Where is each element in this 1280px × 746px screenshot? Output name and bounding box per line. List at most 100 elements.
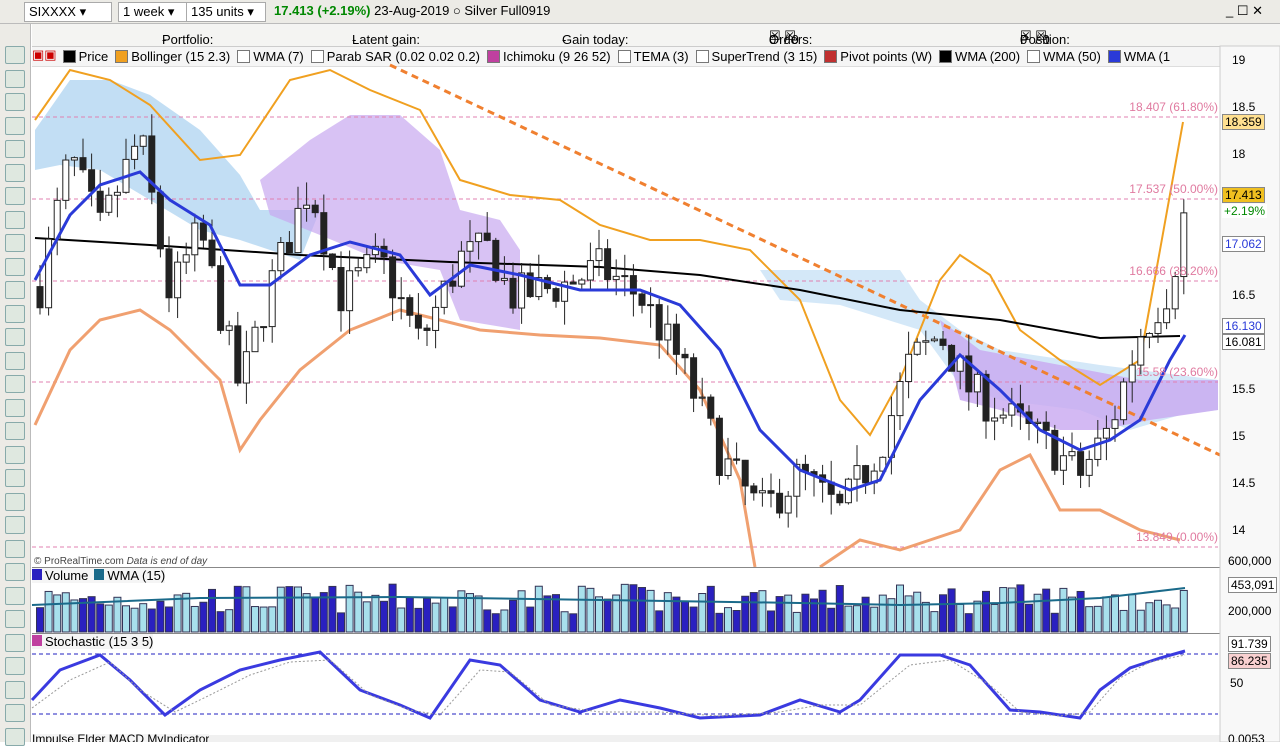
units-box[interactable]: 135 units ▾	[186, 2, 266, 22]
legend-item[interactable]: WMA (200)	[939, 47, 1020, 66]
tool-icon[interactable]	[5, 469, 25, 487]
candle-body	[552, 288, 560, 302]
tool-icon[interactable]	[5, 657, 25, 675]
volume-bar	[715, 612, 724, 633]
volume-bar	[259, 606, 268, 633]
tool-icon[interactable]	[5, 116, 25, 135]
legend-item[interactable]: Pivot points (W)	[824, 47, 932, 66]
volume-bar	[844, 605, 853, 633]
legend-text: TEMA (3)	[633, 49, 689, 64]
window-buttons[interactable]: _ ☐ ✕	[1226, 3, 1264, 18]
tool-icon[interactable]	[5, 351, 25, 370]
legend-swatch	[695, 50, 709, 63]
legend-text: WMA (1	[1123, 49, 1171, 64]
tool-icon[interactable]	[5, 539, 25, 558]
tool-icon[interactable]	[5, 328, 25, 346]
price-tag: 17.413	[1222, 187, 1265, 203]
candle-body	[561, 281, 569, 302]
volume-bar	[483, 609, 492, 633]
tool-icon[interactable]	[5, 516, 25, 534]
tool-icon[interactable]	[5, 281, 25, 299]
tool-icon[interactable]	[5, 586, 25, 605]
period: 1 week	[123, 4, 165, 19]
legend-item[interactable]: TEMA (3)	[617, 47, 689, 66]
candle-body	[965, 355, 973, 393]
candle-body	[724, 458, 732, 476]
tool-icon[interactable]	[5, 304, 25, 323]
tool-icon[interactable]	[5, 46, 25, 64]
volume-bar	[603, 598, 612, 633]
tool-icon[interactable]	[5, 422, 25, 440]
legend-swatch	[115, 50, 129, 63]
legend-item[interactable]: WMA (50)	[1027, 47, 1101, 66]
tool-icon[interactable]	[5, 69, 25, 88]
tool-icon[interactable]	[5, 210, 25, 229]
candle-body	[629, 275, 637, 295]
tool-icon[interactable]	[5, 633, 25, 652]
legend-swatch	[62, 50, 76, 63]
legend-item[interactable]: Bollinger (15 2.3)	[115, 47, 230, 66]
candle-body	[406, 297, 414, 316]
volume-bar	[921, 601, 930, 633]
candle-body	[131, 145, 139, 160]
legend-text: Parab SAR (0.02 0.02 0.2)	[326, 49, 480, 64]
volume-bar	[569, 613, 578, 633]
price-axis	[1219, 45, 1280, 742]
volume-bar	[302, 593, 311, 633]
candle-body	[1077, 451, 1085, 476]
volume-bar	[526, 606, 535, 633]
legend-item[interactable]: SuperTrend (3 15)	[695, 47, 817, 66]
volume-axis-label: 600,000	[1228, 554, 1272, 568]
legend-text: Pivot points (W)	[840, 49, 933, 64]
volume-bar	[629, 584, 638, 633]
candle-body	[1128, 364, 1136, 383]
tool-icon[interactable]	[5, 680, 25, 699]
tool-icon[interactable]	[5, 610, 25, 628]
volume-bar	[276, 586, 285, 633]
legend-item[interactable]: Parab SAR (0.02 0.02 0.2)	[310, 47, 480, 66]
bottom-panel	[32, 735, 1220, 742]
candle-body	[1102, 427, 1110, 439]
tool-icon[interactable]	[5, 187, 25, 205]
tool-icon[interactable]	[5, 492, 25, 511]
candle-body	[414, 314, 422, 329]
legend-item[interactable]: WMA (7)	[237, 47, 304, 66]
tool-icon[interactable]	[5, 257, 25, 276]
volume-bar	[595, 596, 603, 633]
legend-swatch	[824, 50, 838, 63]
candle-body	[1068, 451, 1076, 457]
volume-bar	[646, 589, 655, 633]
candle-body	[930, 338, 938, 342]
tool-icon[interactable]	[5, 163, 25, 182]
tool-icon[interactable]	[5, 93, 25, 111]
symbol-box[interactable]: SIXXXX ▾	[24, 2, 112, 22]
tool-icon[interactable]	[5, 445, 25, 464]
legend-item[interactable]: WMA (1	[1107, 47, 1171, 66]
volume-bar	[801, 593, 810, 633]
tool-icon[interactable]	[5, 375, 25, 393]
legend-item[interactable]: Ichimoku (9 26 52)	[486, 47, 611, 66]
volume-bar	[956, 603, 965, 633]
volume-bar	[87, 596, 96, 633]
candle-body	[277, 242, 285, 272]
tool-icon[interactable]	[5, 704, 25, 722]
legend-item[interactable]: Price	[62, 47, 108, 66]
volume-bar	[190, 605, 199, 633]
period-box[interactable]: 1 week ▾	[118, 2, 188, 22]
symbol: SIXXXX	[29, 4, 76, 19]
tool-icon[interactable]	[5, 140, 25, 158]
tool-icon[interactable]	[5, 234, 25, 252]
volume-wma	[31, 587, 1186, 607]
bottom-legend: Impulse Elder MACD MyIndicator	[32, 734, 210, 742]
tool-icon[interactable]	[5, 563, 25, 581]
bottom-title: Impulse Elder MACD MyIndicator	[32, 734, 210, 742]
candle-body	[518, 272, 526, 309]
volume-bar	[930, 611, 939, 633]
legend-buttons: ▣▣	[32, 47, 57, 62]
volume-bar	[319, 592, 328, 633]
legend-text: WMA (50)	[1043, 49, 1101, 64]
candle-body	[113, 191, 121, 196]
tool-icon[interactable]	[5, 398, 25, 417]
volume-legend-item: WMA (15)	[94, 568, 165, 583]
candle-body	[1094, 437, 1102, 460]
